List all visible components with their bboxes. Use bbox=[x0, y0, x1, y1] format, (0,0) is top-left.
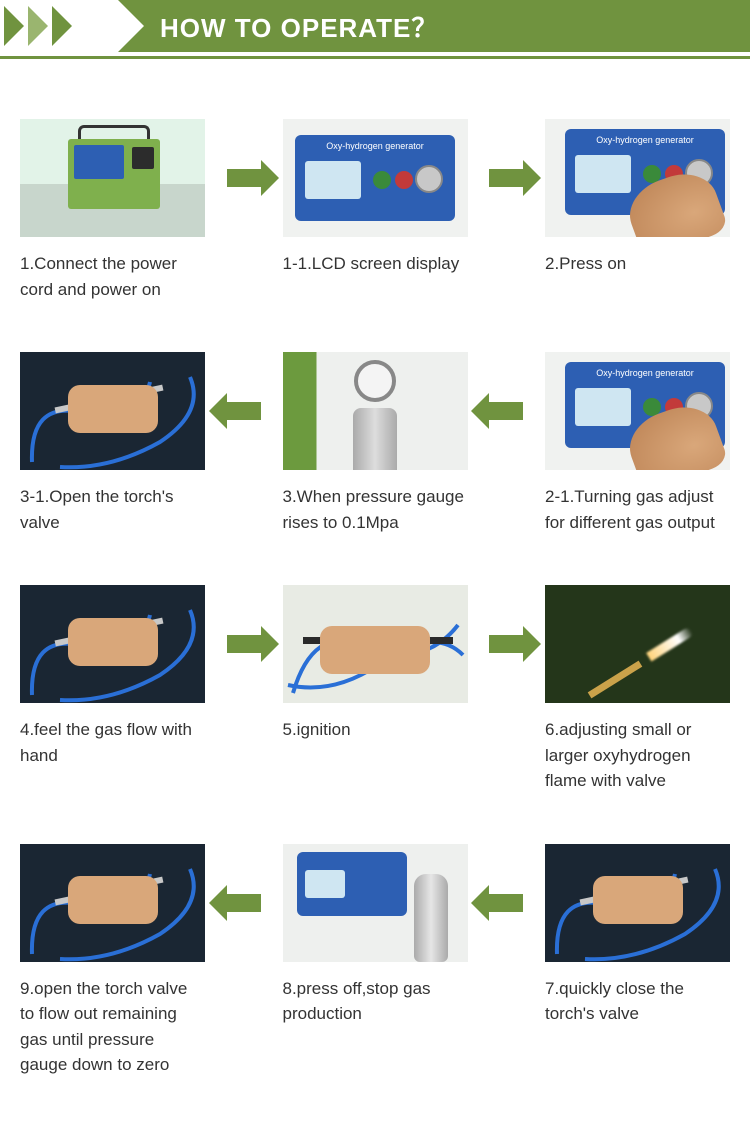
chevron-icon bbox=[4, 6, 24, 46]
step: 3-1.Open the torch's valve bbox=[20, 352, 205, 535]
step-caption: 1.Connect the power cord and power on bbox=[20, 251, 205, 302]
step-caption: 9.open the torch valve to flow out remai… bbox=[20, 976, 205, 1078]
banner-underline bbox=[0, 56, 750, 59]
arrow-right-icon bbox=[214, 585, 274, 703]
step-image bbox=[20, 119, 205, 237]
step-image bbox=[283, 352, 468, 470]
arrow-left-icon bbox=[476, 352, 536, 470]
step-image: Oxy-hydrogen generator bbox=[283, 119, 468, 237]
header-chevrons bbox=[0, 0, 118, 52]
step-image bbox=[20, 585, 205, 703]
step-caption: 5.ignition bbox=[283, 717, 468, 743]
steps-row: 1.Connect the power cord and power on Ox… bbox=[20, 119, 730, 302]
step: 4.feel the gas flow with hand bbox=[20, 585, 205, 768]
step-image: Oxy-hydrogen generator bbox=[545, 119, 730, 237]
chevron-icon bbox=[52, 6, 72, 46]
step-image bbox=[283, 585, 468, 703]
step-caption: 1-1.LCD screen display bbox=[283, 251, 468, 277]
steps-row: 9.open the torch valve to flow out remai… bbox=[20, 844, 730, 1078]
step-image bbox=[545, 585, 730, 703]
step-image bbox=[283, 844, 468, 962]
arrow-left-icon bbox=[476, 844, 536, 962]
step-caption: 3-1.Open the torch's valve bbox=[20, 484, 205, 535]
step: 5.ignition bbox=[283, 585, 468, 743]
steps-grid: 1.Connect the power cord and power on Ox… bbox=[0, 119, 750, 1078]
step: 8.press off,stop gas production bbox=[283, 844, 468, 1027]
step: Oxy-hydrogen generator 2-1.Turning gas a… bbox=[545, 352, 730, 535]
step-image: Oxy-hydrogen generator bbox=[545, 352, 730, 470]
arrow-right-icon bbox=[476, 585, 536, 703]
step-caption: 6.adjusting small or larger oxyhydrogen … bbox=[545, 717, 730, 794]
steps-row: 3-1.Open the torch's valve 3.When pressu… bbox=[20, 352, 730, 535]
step-image bbox=[545, 844, 730, 962]
step-caption: 8.press off,stop gas production bbox=[283, 976, 468, 1027]
step-caption: 2.Press on bbox=[545, 251, 730, 277]
step: 1.Connect the power cord and power on bbox=[20, 119, 205, 302]
header-banner: HOW TO OPERATE？ bbox=[0, 0, 750, 52]
step-image bbox=[20, 844, 205, 962]
step-image bbox=[20, 352, 205, 470]
step: Oxy-hydrogen generator 2.Press on bbox=[545, 119, 730, 277]
step: 6.adjusting small or larger oxyhydrogen … bbox=[545, 585, 730, 794]
arrow-left-icon bbox=[214, 844, 274, 962]
arrow-right-icon bbox=[476, 119, 536, 237]
arrow-right-icon bbox=[214, 119, 274, 237]
step-caption: 7.quickly close the torch's valve bbox=[545, 976, 730, 1027]
chevron-icon bbox=[28, 6, 48, 46]
step-caption: 4.feel the gas flow with hand bbox=[20, 717, 205, 768]
step-caption: 3.When pressure gauge rises to 0.1Mpa bbox=[283, 484, 468, 535]
step-caption: 2-1.Turning gas adjust for different gas… bbox=[545, 484, 730, 535]
step: 9.open the torch valve to flow out remai… bbox=[20, 844, 205, 1078]
banner-title: HOW TO OPERATE？ bbox=[160, 8, 438, 45]
step: Oxy-hydrogen generator 1-1.LCD screen di… bbox=[283, 119, 468, 277]
step: 3.When pressure gauge rises to 0.1Mpa bbox=[283, 352, 468, 535]
arrow-left-icon bbox=[214, 352, 274, 470]
step: 7.quickly close the torch's valve bbox=[545, 844, 730, 1027]
steps-row: 4.feel the gas flow with hand 5.ignition… bbox=[20, 585, 730, 794]
